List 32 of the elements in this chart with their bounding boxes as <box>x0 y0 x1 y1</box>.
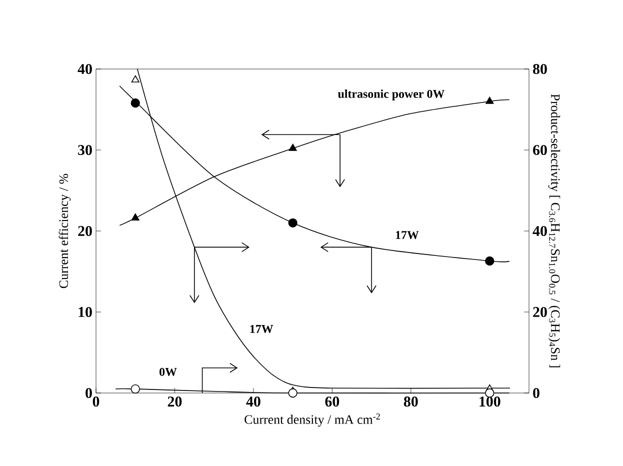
y-tick-label: 30 <box>78 144 92 156</box>
y2-tick-label: 0 <box>533 388 540 398</box>
y-tick-label: 0 <box>86 388 92 398</box>
x-tick-label: 60 <box>325 396 340 407</box>
point <box>130 98 140 108</box>
point <box>131 75 140 82</box>
point <box>288 144 297 151</box>
x-tick-label: 40 <box>246 396 260 407</box>
point <box>131 213 140 221</box>
y2-tick-label: 80 <box>533 64 547 74</box>
x-tick-label: 100 <box>480 396 500 407</box>
text: Product-selectivity [ C$_{3.6}$H$_{12.7}$Sn$_{1.0}$O$_{0.5}$ / (C$_{3}$H$_{5}$)$_{4}$Sn ] <box>548 94 560 368</box>
annotation: 0W <box>160 368 177 376</box>
y2-tick-label: 20 <box>533 306 547 318</box>
x-tick-label: 20 <box>168 396 182 407</box>
point <box>485 256 494 266</box>
y-axis-title: Current efficiency / % <box>58 174 71 288</box>
point <box>486 96 494 104</box>
y2-tick-label: 40 <box>532 226 547 236</box>
y2-tick-label: 60 <box>533 144 547 156</box>
annotation: 17W <box>396 231 419 240</box>
point <box>130 384 140 394</box>
point <box>288 388 298 398</box>
x-tick-label: 80 <box>404 396 418 407</box>
annotation: ultrasonic power 0W <box>338 89 444 100</box>
x-axis-title: Current density / mA cm$^{-2}$ <box>244 413 380 427</box>
point <box>288 218 298 228</box>
x-tick-label: 0 <box>92 396 100 407</box>
y-tick-label: 20 <box>78 226 92 236</box>
annotation: 17W <box>250 324 274 334</box>
y-tick-label: 10 <box>78 306 92 318</box>
y-tick-label: 40 <box>78 64 92 74</box>
